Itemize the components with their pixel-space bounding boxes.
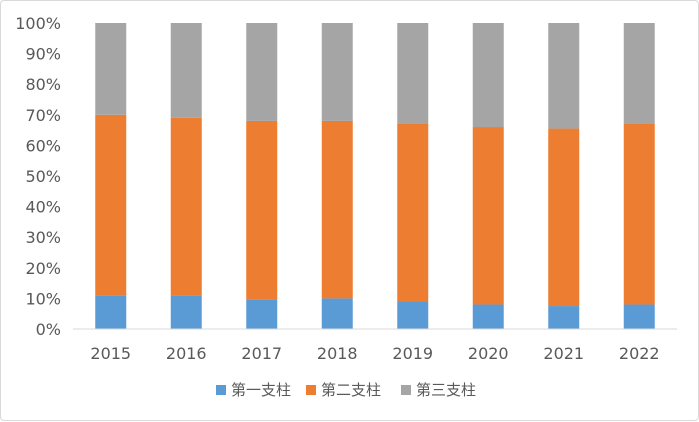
bar-segment-2022-series-2 — [623, 123, 655, 305]
x-tick-label: 2015 — [90, 344, 131, 363]
x-tick-label: 2022 — [619, 344, 660, 363]
bar-segment-2015-series-1 — [95, 295, 127, 329]
y-tick-label: 0% — [36, 320, 61, 339]
y-tick-label: 100% — [15, 14, 61, 33]
y-tick-label: 80% — [25, 75, 61, 94]
legend-swatch — [216, 385, 226, 395]
x-tick-label: 2016 — [166, 344, 207, 363]
x-tick-label: 2021 — [543, 344, 584, 363]
x-tick-label: 2018 — [317, 344, 358, 363]
bar-segment-2017-series-2 — [246, 120, 278, 300]
legend: 第一支柱 第二支柱 第三支柱 — [216, 381, 476, 399]
bars-group — [95, 23, 655, 329]
y-tick-label: 40% — [25, 198, 61, 217]
bar-segment-2016-series-3 — [170, 23, 202, 118]
bar-segment-2017-series-1 — [246, 299, 278, 329]
x-tick-label: 2019 — [392, 344, 433, 363]
bar-segment-2022-series-1 — [623, 304, 655, 329]
bar-segment-2019-series-1 — [397, 301, 429, 329]
x-tick-label: 2017 — [241, 344, 282, 363]
bar-segment-2019-series-3 — [397, 23, 429, 124]
bar-segment-2015-series-2 — [95, 114, 127, 296]
legend-label: 第一支柱 — [231, 381, 291, 399]
bar-segment-2021-series-2 — [548, 128, 580, 307]
bar-segment-2016-series-2 — [170, 117, 202, 296]
y-tick-label: 90% — [25, 45, 61, 64]
bar-segment-2019-series-2 — [397, 123, 429, 302]
x-axis: 2015 2016 2017 2018 2019 2020 2021 2022 — [73, 328, 677, 363]
y-tick-label: 20% — [25, 259, 61, 278]
legend-swatch — [306, 385, 316, 395]
y-tick-label: 70% — [25, 106, 61, 125]
bar-segment-2018-series-2 — [321, 120, 353, 299]
bar-segment-2020-series-1 — [472, 304, 504, 329]
bar-segment-2015-series-3 — [95, 23, 127, 115]
bar-segment-2017-series-3 — [246, 23, 278, 121]
legend-label: 第二支柱 — [321, 381, 381, 399]
bar-segment-2022-series-3 — [623, 23, 655, 124]
bar-segment-2021-series-1 — [548, 306, 580, 329]
y-tick-label: 10% — [25, 289, 61, 308]
x-tick-label: 2020 — [468, 344, 509, 363]
y-tick-label: 30% — [25, 228, 61, 247]
y-tick-label: 50% — [25, 167, 61, 186]
legend-swatch — [401, 385, 411, 395]
y-axis: 0% 10% 20% 30% 40% 50% 60% 70% 80% 90% 100% — [15, 14, 61, 339]
bar-segment-2018-series-3 — [321, 23, 353, 121]
bar-segment-2016-series-1 — [170, 295, 202, 329]
legend-label: 第三支柱 — [416, 381, 476, 399]
bar-segment-2018-series-1 — [321, 298, 353, 329]
bar-segment-2020-series-3 — [472, 23, 504, 128]
bar-segment-2020-series-2 — [472, 127, 504, 305]
bar-segment-2021-series-3 — [548, 23, 580, 129]
y-tick-label: 60% — [25, 136, 61, 155]
